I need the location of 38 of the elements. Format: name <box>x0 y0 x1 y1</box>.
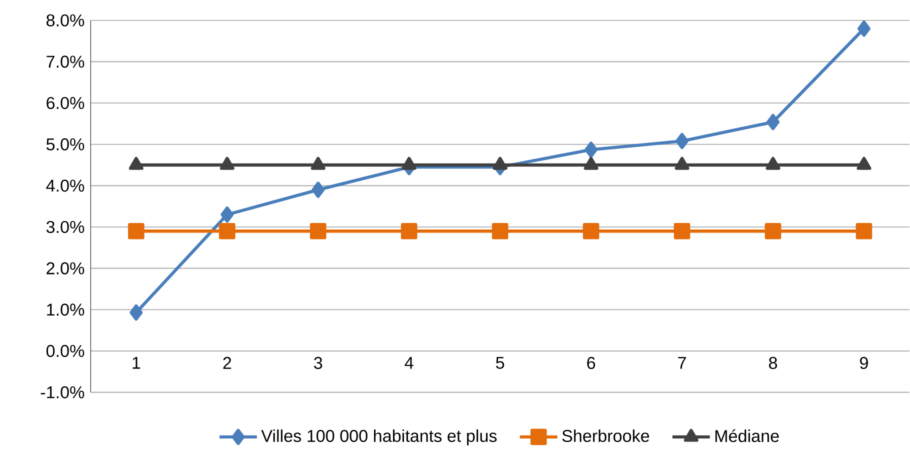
point <box>128 223 144 240</box>
x-tick-label: 2 <box>223 357 232 369</box>
y-tick-label: 0.0% <box>46 345 84 358</box>
x-tick-label: 7 <box>678 357 686 369</box>
point <box>130 304 143 321</box>
point <box>219 223 236 240</box>
y-tick-label: 1.0% <box>47 304 84 316</box>
point <box>492 223 508 240</box>
y-tick-label: 4.0% <box>46 180 84 192</box>
point <box>856 223 872 240</box>
legend-label: Villes 100 000 habitants et plus <box>261 430 497 446</box>
point <box>310 223 326 240</box>
x-tick-label: 9 <box>860 357 868 370</box>
point <box>312 182 325 198</box>
legend-label: Sherbrooke <box>562 430 650 442</box>
x-tick-label: 3 <box>314 357 322 370</box>
point <box>674 223 690 240</box>
y-tick-label: 8.0% <box>46 14 84 27</box>
x-tick-label: 8 <box>769 357 778 370</box>
x-tick-label: 1 <box>132 357 140 369</box>
point <box>582 223 600 240</box>
y-tick-label: 2.0% <box>46 262 84 274</box>
y-tick-label: 5.0% <box>46 138 84 151</box>
x-tick-label: 6 <box>587 357 596 370</box>
point <box>584 142 598 158</box>
y-tick-label: 6.0% <box>46 97 84 110</box>
point <box>676 133 689 150</box>
y-tick-label: 7.0% <box>46 56 84 68</box>
y-tick-label: 3.0% <box>46 221 84 234</box>
x-tick-label: 5 <box>496 357 504 369</box>
point <box>766 114 780 130</box>
point <box>764 223 782 240</box>
legend-label: Médiane <box>715 429 779 442</box>
point <box>220 206 234 223</box>
y-tick-label: -1.0% <box>40 386 84 398</box>
x-tick-label: 4 <box>404 357 414 369</box>
point <box>857 20 870 37</box>
point <box>400 223 418 240</box>
